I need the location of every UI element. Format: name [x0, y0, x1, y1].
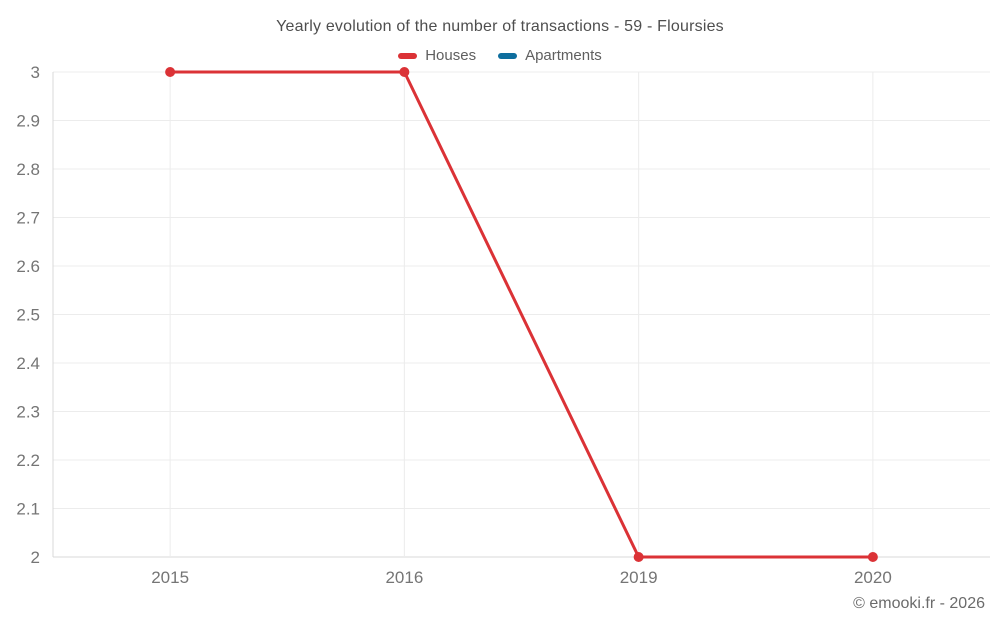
y-tick-label: 2.2 [16, 451, 40, 470]
legend-swatch-apartments-icon [498, 52, 518, 59]
chart-legend: Houses Apartments [0, 47, 1000, 64]
y-tick-label: 2.9 [16, 112, 40, 131]
data-point-houses[interactable] [165, 67, 176, 77]
legend-item-houses[interactable]: Houses [398, 47, 476, 64]
legend-label-houses: Houses [425, 47, 477, 64]
series-line-houses [168, 70, 875, 559]
legend-swatch-houses-icon [398, 52, 418, 59]
y-tick-label: 2.5 [16, 306, 40, 325]
y-tick-label: 2.6 [16, 257, 40, 276]
legend-item-apartments[interactable]: Apartments [498, 47, 602, 64]
copyright-text: © emooki.fr - 2026 [853, 595, 985, 612]
y-tick-label: 2.3 [16, 403, 40, 422]
y-tick-label: 2.4 [16, 354, 40, 373]
chart-title: Yearly evolution of the number of transa… [276, 18, 724, 35]
data-point-houses[interactable] [633, 552, 644, 562]
x-tick-label: 2016 [385, 568, 423, 587]
data-point-houses[interactable] [399, 67, 410, 77]
y-tick-label: 2.8 [16, 160, 40, 179]
y-tick-label: 3 [31, 63, 40, 82]
x-tick-label: 2019 [620, 568, 658, 587]
y-tick-label: 2.7 [16, 209, 40, 228]
y-tick-label: 2 [31, 548, 40, 567]
x-tick-label: 2020 [854, 568, 892, 587]
data-point-houses[interactable] [867, 552, 878, 562]
x-tick-label: 2015 [151, 568, 189, 587]
y-tick-label: 2.1 [16, 500, 40, 519]
legend-label-apartments: Apartments [525, 47, 602, 64]
